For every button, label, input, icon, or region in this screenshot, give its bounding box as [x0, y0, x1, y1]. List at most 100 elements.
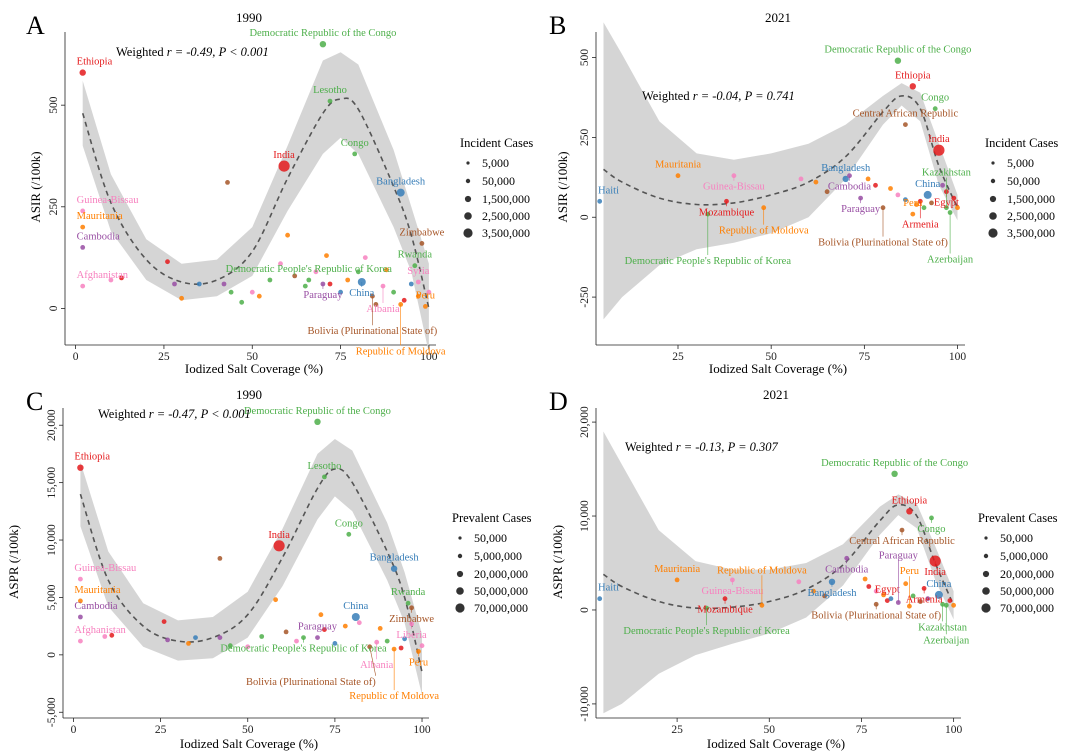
y-tick-label: 0 [46, 652, 58, 658]
data-point [914, 202, 919, 207]
point-label: Rwanda [398, 250, 433, 261]
point-label: Cambodia [77, 231, 120, 242]
point-label: Congo [341, 138, 369, 149]
data-point [903, 197, 908, 203]
point-label: Democratic Republic of the Congo [821, 458, 968, 469]
data-point [759, 602, 765, 608]
data-point [674, 577, 680, 583]
data-point [398, 645, 404, 651]
data-point [929, 555, 941, 567]
data-point [910, 211, 916, 217]
data-point [196, 281, 202, 287]
data-point [161, 619, 167, 624]
point-label: Bolivia (Plurinational State of) [246, 677, 376, 688]
legend-dot [464, 195, 472, 203]
point-label: Democratic Republic of the Congo [249, 28, 396, 39]
point-label: Kazakhstan [918, 622, 968, 633]
x-tick-label: 25 [672, 351, 684, 363]
point-label: Mauritania [77, 211, 123, 222]
data-point [217, 635, 223, 640]
data-point [412, 263, 418, 269]
y-axis-label: ASPR (/100k) [6, 525, 21, 599]
point-label: Peru [903, 198, 923, 209]
point-label: Mauritania [654, 564, 700, 575]
legend-dot [982, 587, 990, 595]
data-point [951, 602, 956, 608]
data-point [391, 646, 397, 652]
data-point [730, 577, 735, 583]
legend-dot [466, 161, 470, 165]
legend-dot [455, 603, 465, 613]
data-point [822, 593, 827, 599]
point-label: Cambodia [74, 601, 117, 612]
size-legend-c: Prevalent Cases 50,000 5,000,000 20,000,… [452, 511, 532, 615]
data-point [338, 289, 343, 295]
data-point [221, 281, 227, 287]
data-point [78, 614, 83, 620]
data-point [903, 122, 908, 127]
legend-dot [458, 536, 462, 540]
data-point [842, 175, 849, 183]
data-point [165, 637, 171, 643]
x-tick-label: 50 [242, 724, 254, 736]
data-point [319, 41, 327, 48]
legend-item: 5,000,000 [1000, 549, 1048, 563]
point-label: Bangladesh [807, 588, 857, 599]
data-point [862, 576, 868, 582]
data-point [278, 261, 283, 267]
data-point [377, 626, 383, 631]
data-point [259, 634, 265, 639]
data-point [273, 540, 285, 552]
legend-title: Prevalent Cases [452, 511, 532, 525]
legend-item: 3,500,000 [1007, 226, 1055, 240]
legend-item: 20,000,000 [474, 567, 528, 581]
point-label: Liberia [396, 630, 427, 641]
data-point [283, 629, 289, 635]
point-label: Democratic People's Republic of Korea [226, 264, 393, 275]
point-label: Republic of Moldova [349, 691, 439, 702]
point-label: Ethiopia [892, 495, 928, 506]
data-point [346, 531, 352, 537]
point-label: Albania [366, 304, 400, 315]
point-label: China [343, 601, 368, 612]
legend-item: 5,000 [1007, 156, 1034, 170]
data-point [78, 576, 83, 582]
legend-item: 1,500,000 [1007, 192, 1055, 206]
panel-title: 1990 [236, 10, 262, 25]
y-axis-label: ASIR (/100k) [28, 151, 43, 222]
point-label: Paraguay [879, 550, 919, 561]
point-label: Republic of Moldova [719, 226, 809, 237]
data-point [894, 57, 902, 64]
data-point [228, 289, 234, 295]
point-label: Democratic People's Republic of Korea [625, 256, 792, 267]
x-axis-label: Iodized Salt Coverage (%) [185, 361, 323, 376]
confidence-band [603, 431, 954, 714]
point-label: Paraguay [298, 622, 338, 633]
y-tick-label: 500 [48, 96, 60, 114]
point-label: Guinea-Bissau [703, 182, 766, 193]
size-legend-d: Prevalent Cases 50,000 5,000,000 20,000,… [978, 511, 1058, 615]
legend-item: 2,500,000 [482, 209, 530, 223]
data-point [227, 643, 233, 649]
size-legend-b: Incident Cases 5,000 50,000 1,500,000 2,… [985, 136, 1058, 240]
data-point [731, 173, 737, 179]
data-point [866, 584, 872, 589]
legend-title: Incident Cases [985, 136, 1058, 150]
x-tick-label: 100 [420, 351, 438, 363]
point-label: Guinea-Bissau [77, 195, 140, 206]
correlation-annotation: Weighted r = -0.47, P < 0.001 [98, 407, 251, 421]
x-tick-label: 75 [329, 724, 341, 736]
data-point [847, 173, 852, 179]
x-tick-label: 25 [155, 724, 167, 736]
data-point [401, 297, 407, 303]
data-point [415, 279, 421, 285]
point-label: China [915, 179, 940, 190]
legend-item: 50,000 [1007, 174, 1040, 188]
panel-a: A 1990 0 25 50 75 100 0 250 500 Ethiopia Democrat… [26, 10, 446, 376]
panel-letter: D [549, 387, 568, 416]
data-point [306, 277, 312, 283]
data-point [903, 581, 909, 587]
data-point [193, 635, 198, 640]
legend-item: 1,500,000 [482, 192, 530, 206]
data-point [888, 596, 894, 602]
